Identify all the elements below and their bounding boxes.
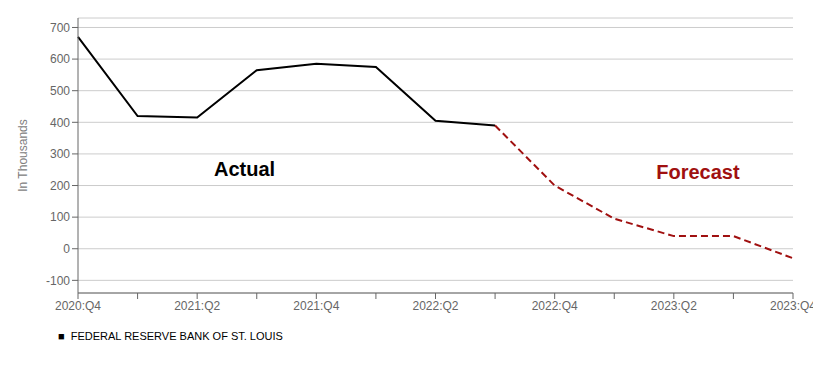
svg-text:2023:Q2: 2023:Q2 (651, 299, 697, 313)
svg-text:400: 400 (50, 116, 70, 130)
svg-text:2020:Q4: 2020:Q4 (55, 299, 101, 313)
html-text:Forecast: Forecast (656, 160, 740, 183)
html-text:Actual: Actual (214, 157, 276, 180)
svg-text:-100: -100 (46, 274, 70, 288)
svg-text:2022:Q2: 2022:Q2 (412, 299, 458, 313)
svg-text:0: 0 (63, 242, 70, 256)
svg-text:2021:Q2: 2021:Q2 (174, 299, 220, 313)
svg-text:2022:Q4: 2022:Q4 (532, 299, 578, 313)
svg-text:100: 100 (50, 210, 70, 224)
svg-text:2023:Q4: 2023:Q4 (770, 299, 813, 313)
svg-text:600: 600 (50, 52, 70, 66)
svg-text:200: 200 (50, 179, 70, 193)
svg-text:In Thousands: In Thousands (16, 119, 30, 192)
svg-text:700: 700 (50, 21, 70, 35)
html-text:■ FEDERAL RESERVE BANK OF ST.: ■ FEDERAL RESERVE BANK OF ST. LOUIS (58, 330, 283, 342)
svg-text:2021:Q4: 2021:Q4 (293, 299, 339, 313)
svg-text:500: 500 (50, 84, 70, 98)
svg-text:300: 300 (50, 147, 70, 161)
